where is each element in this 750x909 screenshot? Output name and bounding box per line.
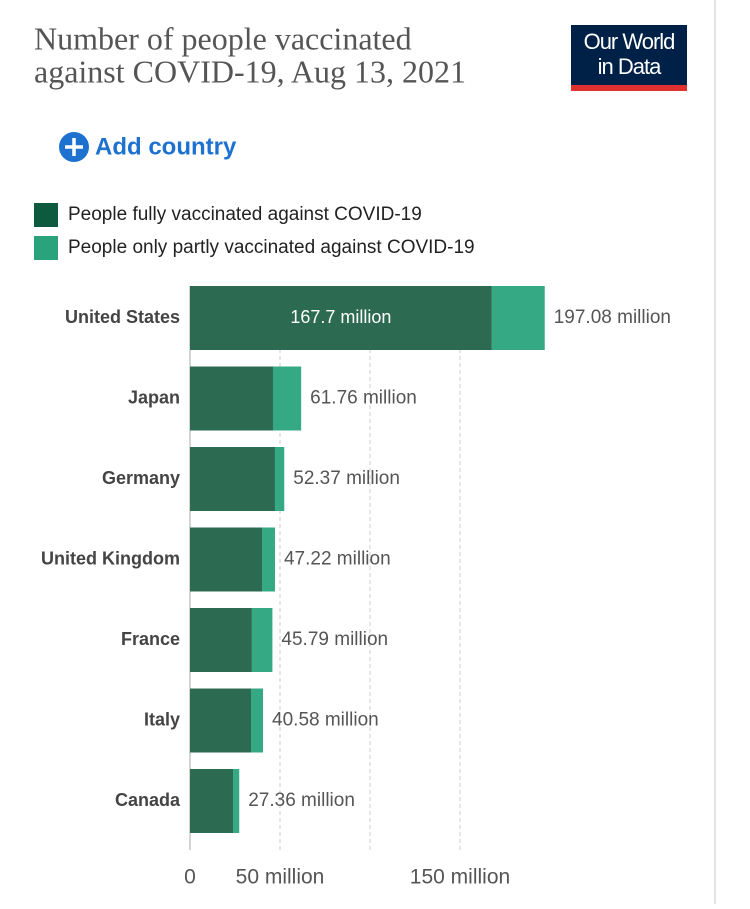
- y-tick-label: United States: [65, 307, 180, 327]
- logo: [571, 25, 687, 91]
- total-label: 61.76 million: [310, 388, 417, 409]
- bar: [190, 447, 275, 511]
- x-tick-label: 50 million: [236, 866, 325, 889]
- bar-value-label: 167.7 million: [290, 307, 391, 327]
- bar: [190, 527, 262, 592]
- bar: [190, 286, 492, 350]
- total-label: 27.36 million: [248, 790, 355, 811]
- x-tick-label: 150 million: [410, 866, 510, 889]
- total-label: 47.22 million: [284, 549, 391, 570]
- bar: [190, 769, 234, 833]
- total-label: 40.58 million: [272, 710, 379, 731]
- y-tick-label: Japan: [128, 387, 180, 407]
- x-tick-label: 0: [184, 866, 196, 889]
- bar: [251, 608, 273, 672]
- bar: [233, 769, 240, 833]
- bar: [251, 688, 264, 753]
- chart-title: against COVID-19, Aug 13, 2021: [34, 53, 466, 89]
- y-tick-label: Italy: [144, 709, 180, 729]
- logo-text: Our World: [584, 29, 675, 54]
- bar: [491, 286, 545, 350]
- add-plus[interactable]: [65, 138, 83, 156]
- bar: [190, 608, 252, 672]
- logo-stripe: [571, 85, 687, 91]
- bar: [190, 366, 273, 431]
- y-tick-label: Canada: [115, 790, 181, 810]
- y-tick-label: France: [121, 629, 180, 649]
- legend-swatch: [34, 236, 58, 260]
- legend-label: People only partly vaccinated against CO…: [68, 237, 475, 258]
- logo-text: in Data: [598, 54, 662, 79]
- legend-swatch: [34, 203, 58, 227]
- total-label: 52.37 million: [293, 468, 400, 489]
- bar: [274, 447, 285, 511]
- add-country-button[interactable]: Add country: [95, 133, 237, 160]
- bar: [190, 688, 252, 753]
- bar: [272, 366, 302, 431]
- total-label: 45.79 million: [281, 629, 388, 650]
- bar: [262, 527, 275, 592]
- y-tick-label: United Kingdom: [41, 548, 180, 568]
- y-tick-label: Germany: [102, 468, 180, 488]
- total-label: 197.08 million: [554, 307, 671, 328]
- legend-label: People fully vaccinated against COVID-19: [68, 204, 422, 225]
- chart-title: Number of people vaccinated: [34, 20, 412, 56]
